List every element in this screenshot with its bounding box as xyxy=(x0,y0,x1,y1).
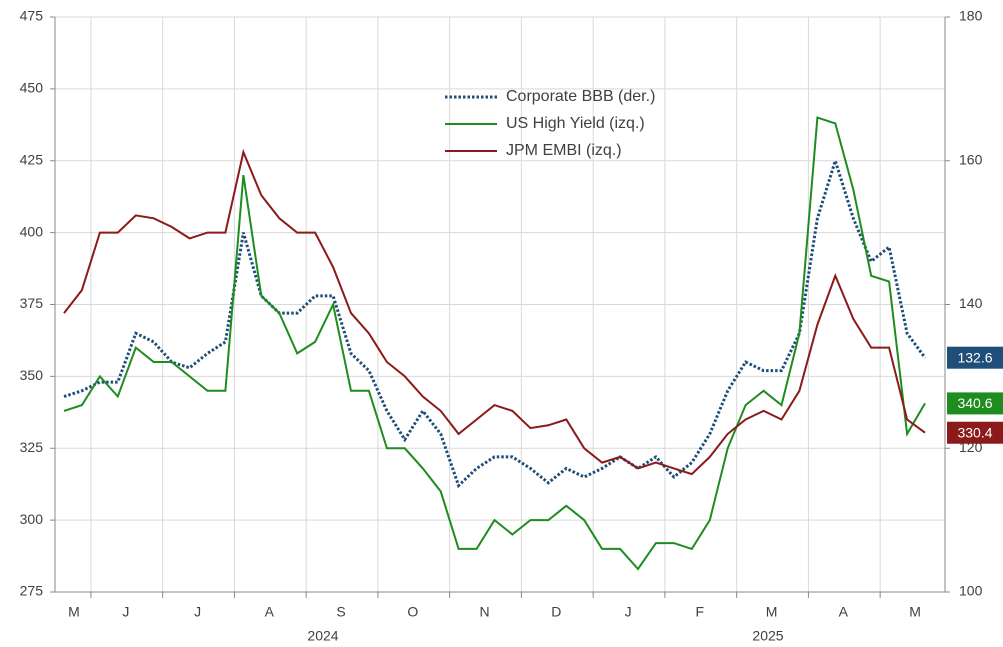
x-tick-label: M xyxy=(68,604,80,620)
x-tick-label: J xyxy=(122,604,129,620)
y-tick-label: 375 xyxy=(20,295,44,311)
x-tick-label: F xyxy=(696,604,705,620)
y2-tick-label: 180 xyxy=(959,8,983,24)
x-tick-label: D xyxy=(551,604,561,620)
x-tick-label: N xyxy=(480,604,490,620)
y2-tick-label: 140 xyxy=(959,295,983,311)
x-tick-label: A xyxy=(839,604,849,620)
x-tick-label: S xyxy=(336,604,345,620)
legend-label: US High Yield (izq.) xyxy=(506,115,645,132)
x-tick-label: J xyxy=(625,604,632,620)
legend-label: Corporate BBB (der.) xyxy=(506,88,655,105)
end-tag xyxy=(947,421,1003,444)
x-tick-label: M xyxy=(909,604,921,620)
year-label: 2024 xyxy=(307,628,338,644)
series-line xyxy=(63,116,926,571)
y-tick-label: 400 xyxy=(20,223,44,239)
x-tick-label: J xyxy=(194,604,201,620)
y-tick-label: 300 xyxy=(20,511,44,527)
y-tick-label: 425 xyxy=(20,151,44,167)
end-value-label: 340.6 xyxy=(957,395,992,411)
y-tick-label: 450 xyxy=(20,80,44,96)
legend-label: JPM EMBI (izq.) xyxy=(506,142,622,159)
series-line xyxy=(63,155,927,489)
end-value-label: 330.4 xyxy=(957,424,992,440)
y2-tick-label: 100 xyxy=(959,583,983,599)
end-tag xyxy=(947,392,1003,415)
x-tick-label: A xyxy=(265,604,275,620)
y-tick-label: 475 xyxy=(20,8,44,24)
y2-tick-label: 160 xyxy=(959,151,983,167)
end-tag xyxy=(947,346,1003,369)
y-tick-label: 350 xyxy=(20,367,44,383)
y-tick-label: 275 xyxy=(20,583,44,599)
x-tick-label: O xyxy=(407,604,418,620)
x-tick-label: M xyxy=(766,604,778,620)
end-value-label: 132.6 xyxy=(957,349,992,365)
y-tick-label: 325 xyxy=(20,439,44,455)
series-line xyxy=(63,148,926,476)
year-label: 2025 xyxy=(752,628,783,644)
